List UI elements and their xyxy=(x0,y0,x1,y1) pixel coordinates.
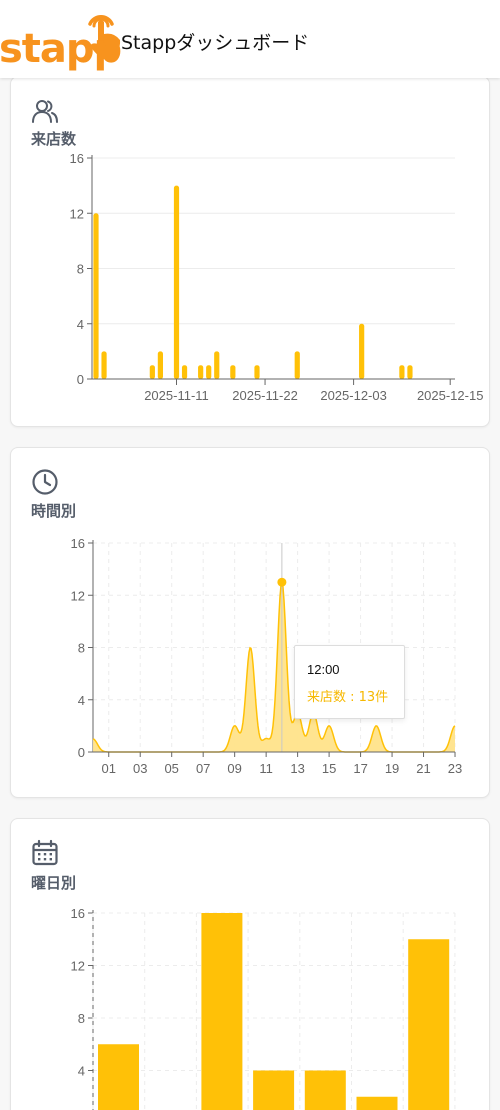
x-tick-label: 2025-12-03 xyxy=(320,388,387,403)
y-tick-label: 0 xyxy=(78,745,85,760)
y-tick-label: 16 xyxy=(70,151,84,166)
bar xyxy=(408,939,450,1110)
y-tick-label: 16 xyxy=(71,906,85,921)
bar xyxy=(294,351,300,379)
y-tick-label: 16 xyxy=(71,536,85,551)
users-icon xyxy=(32,100,58,123)
bar xyxy=(214,351,220,379)
bar xyxy=(304,1070,346,1110)
bar xyxy=(98,1044,139,1110)
y-tick-label: 12 xyxy=(70,206,84,221)
calendar-icon xyxy=(32,839,58,866)
x-tick-label: 09 xyxy=(227,761,241,776)
x-tick-label: 23 xyxy=(448,761,462,776)
x-tick-label: 13 xyxy=(290,761,304,776)
bar xyxy=(157,351,163,379)
y-tick-label: 8 xyxy=(78,1011,85,1026)
y-tick-label: 12 xyxy=(71,588,85,603)
bar xyxy=(181,365,188,379)
y-tick-label: 4 xyxy=(77,317,84,332)
visits-title: 来店数 xyxy=(31,130,77,148)
y-tick-label: 8 xyxy=(77,262,84,277)
x-tick-label: 15 xyxy=(322,761,336,776)
weekday-title: 曜日別 xyxy=(31,874,77,892)
tooltip-value: 来店数 : 13件 xyxy=(307,690,389,705)
bar xyxy=(93,213,99,379)
x-tick-label: 07 xyxy=(196,761,210,776)
y-tick-label: 8 xyxy=(78,641,85,656)
x-tick-label: 2025-12-15 xyxy=(417,388,484,403)
x-tick-label: 17 xyxy=(353,761,367,776)
y-tick-label: 4 xyxy=(78,1064,85,1079)
clock-icon xyxy=(32,469,58,495)
bar xyxy=(407,365,413,379)
bar xyxy=(173,185,180,379)
bar xyxy=(201,913,243,1110)
bar xyxy=(253,1070,295,1110)
bar xyxy=(356,1096,398,1110)
chart-tooltip: 12:00 来店数 : 13件 xyxy=(294,645,405,719)
bar xyxy=(149,365,155,379)
bar xyxy=(206,365,212,379)
tap-icon xyxy=(88,15,121,58)
hourly-title: 時間別 xyxy=(31,502,77,520)
x-tick-label: 2025-11-22 xyxy=(232,388,298,403)
highlight-point xyxy=(277,577,287,587)
x-tick-label: 21 xyxy=(416,761,430,776)
hourly-chart: 0 4 8 12 16 01 03 05 07 09 11 13 15 17 19 21 23 xyxy=(71,536,463,776)
bar xyxy=(230,365,236,379)
bar xyxy=(198,365,204,379)
x-tick-label: 19 xyxy=(385,761,399,776)
bar xyxy=(399,365,405,379)
y-tick-label: 12 xyxy=(71,959,85,974)
x-tick-label: 03 xyxy=(133,761,147,776)
bar xyxy=(101,351,107,379)
bar xyxy=(359,323,365,379)
stapp-logo[interactable]: stapp xyxy=(0,6,122,74)
x-tick-label: 11 xyxy=(259,761,273,776)
tooltip-label: 12:00 xyxy=(307,662,340,677)
x-tick-label: 01 xyxy=(102,761,116,776)
x-tick-label: 2025-11-11 xyxy=(144,388,209,403)
logo-text: stapp xyxy=(0,26,121,72)
x-tick-label: 05 xyxy=(164,761,178,776)
y-tick-label: 4 xyxy=(78,693,85,708)
bar xyxy=(254,365,260,379)
y-tick-label: 0 xyxy=(77,372,84,387)
app-title: Stappダッシュボード xyxy=(121,32,310,54)
visits-chart: 0 4 8 12 16 2025-11-11 2025-11-22 2025-12-03 202… xyxy=(70,151,484,403)
app-header: stapp Stappダッシュボード xyxy=(0,0,500,78)
